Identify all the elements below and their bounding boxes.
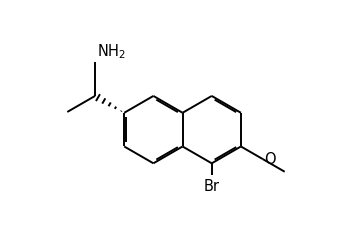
Text: NH$_2$: NH$_2$: [97, 42, 126, 61]
Text: Br: Br: [204, 180, 220, 194]
Text: O: O: [264, 152, 276, 166]
